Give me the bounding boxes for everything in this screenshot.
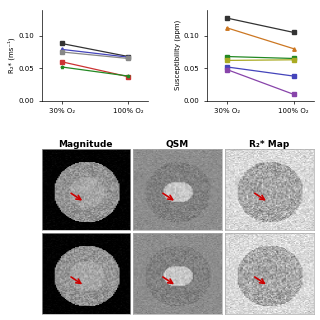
Title: Magnitude: Magnitude — [59, 140, 113, 148]
Y-axis label: Susceptibility (ppm): Susceptibility (ppm) — [174, 20, 181, 90]
Title: QSM: QSM — [166, 140, 189, 148]
Title: R₂* Map: R₂* Map — [249, 140, 290, 148]
Y-axis label: R₂* (ms⁻¹): R₂* (ms⁻¹) — [8, 37, 15, 73]
